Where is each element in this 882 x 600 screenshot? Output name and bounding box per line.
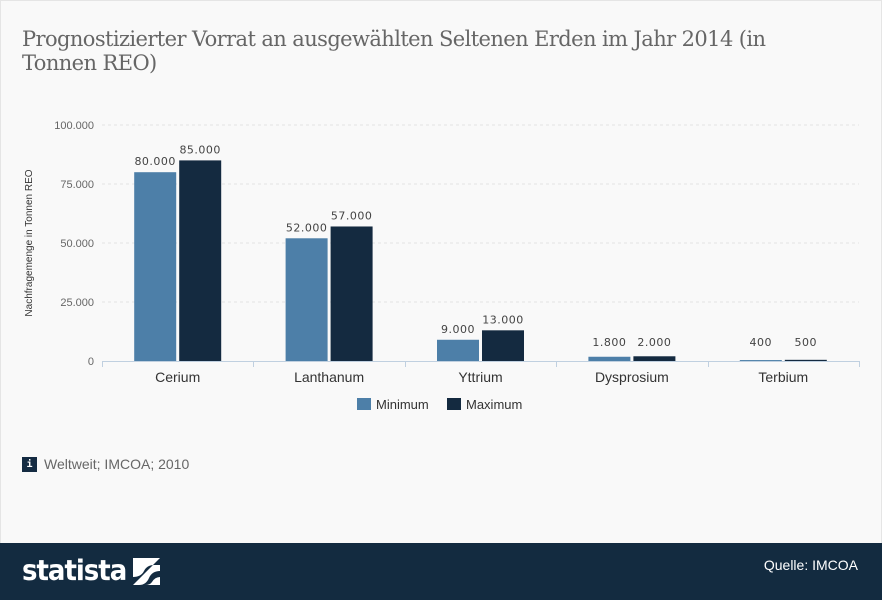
x-tick-label: Terbium: [758, 369, 808, 385]
legend-swatch-maximum: [447, 398, 461, 410]
bar-maximum: [330, 226, 373, 361]
bar-minimum: [739, 360, 782, 361]
data-label: 500: [795, 336, 818, 349]
bar-minimum: [285, 238, 328, 361]
legend-label: Minimum: [376, 397, 429, 412]
y-axis-label: Nachfragemenge in Tonnen REO: [24, 169, 35, 316]
x-tick-label: Dysprosium: [595, 369, 669, 385]
data-label: 2.000: [637, 336, 671, 349]
data-label: 400: [750, 336, 773, 349]
data-label: 85.000: [179, 143, 221, 156]
bar-minimum: [437, 339, 479, 361]
chart-note: i Weltweit; IMCOA; 2010: [22, 456, 189, 472]
source-label: Quelle: IMCOA: [763, 557, 858, 573]
statista-logo-icon: [133, 557, 161, 585]
footer: statista Quelle: IMCOA: [0, 543, 882, 600]
data-label: 13.000: [482, 313, 524, 326]
x-tick-label: Yttrium: [458, 369, 502, 385]
statista-logo[interactable]: statista: [22, 554, 161, 588]
data-label: 57.000: [331, 209, 373, 222]
legend-swatch-minimum: [357, 398, 371, 410]
info-icon[interactable]: i: [22, 456, 37, 472]
brand-name: statista: [22, 554, 127, 588]
legend-label: Maximum: [466, 397, 522, 412]
bar-maximum: [179, 160, 222, 361]
data-label: 1.800: [592, 336, 626, 349]
y-tick-label: 50.000: [60, 238, 94, 250]
x-tick-label: Cerium: [155, 369, 200, 385]
bar-minimum: [134, 172, 177, 361]
y-tick-label: 25.000: [60, 297, 94, 309]
y-tick-label: 100.000: [54, 120, 94, 132]
bar-maximum: [784, 359, 827, 361]
bar-minimum: [588, 356, 631, 361]
data-label: 80.000: [134, 155, 176, 168]
y-tick-label: 75.000: [60, 179, 94, 191]
note-text: Weltweit; IMCOA; 2010: [44, 456, 190, 472]
bar-chart: 0 25.000 50.000 75.000 100.000 Nachfragemenge…: [24, 120, 860, 412]
bar-maximum: [482, 330, 524, 361]
data-label: 9.000: [441, 323, 475, 336]
x-tick-label: Lanthanum: [294, 369, 364, 385]
data-label: 52.000: [286, 221, 328, 234]
chart-title: Prognostizierter Vorrat an ausgewählten …: [22, 27, 766, 75]
bar-maximum: [633, 356, 676, 361]
y-tick-label: 0: [88, 356, 94, 368]
